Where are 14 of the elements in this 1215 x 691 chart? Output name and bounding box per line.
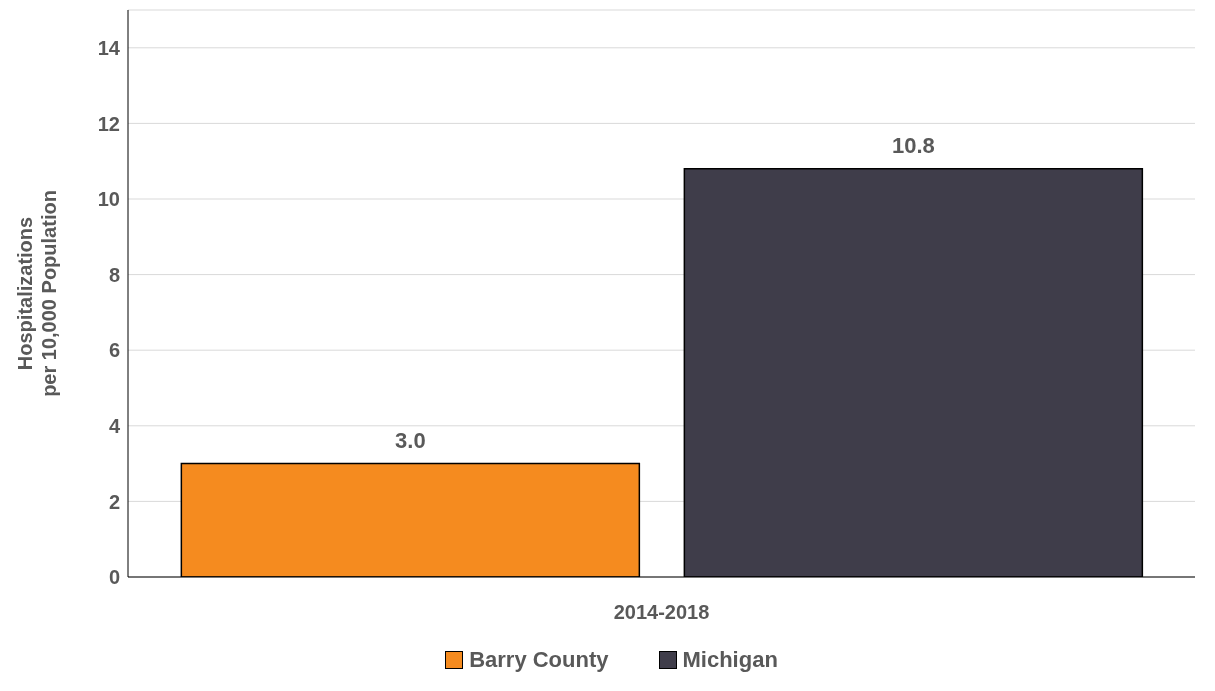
data-label: 10.8 <box>891 132 935 158</box>
legend-label: Barry County <box>468 647 609 673</box>
y-tick-label: 12 <box>97 112 120 135</box>
legend-label: Michigan <box>681 647 778 673</box>
y-tick-label: 10 <box>97 188 120 211</box>
y-tick-label: 6 <box>108 339 120 362</box>
x-tick-label: 2014-2018 <box>613 601 710 624</box>
y-tick-label: 4 <box>108 414 121 437</box>
y-axis-title: Hospitalizations per 10,000 Population <box>14 190 60 397</box>
y-tick-label: 8 <box>108 263 120 286</box>
y-tick-label: 14 <box>97 36 121 59</box>
y-tick-label: 2 <box>108 490 120 513</box>
data-label: 3.0 <box>395 427 426 453</box>
y-tick-label: 0 <box>108 566 120 589</box>
